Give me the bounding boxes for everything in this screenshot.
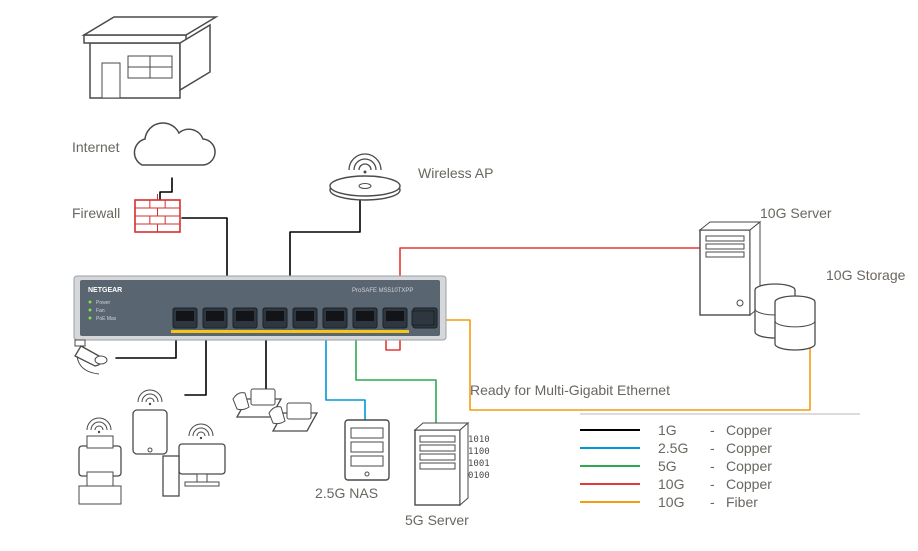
svg-text:1001: 1001 xyxy=(468,459,490,469)
internet-label: Internet xyxy=(72,139,120,155)
switch-model: ProSAFE MS510TXPP xyxy=(352,288,413,294)
svg-text:PoE Max: PoE Max xyxy=(96,316,117,322)
svg-text:-: - xyxy=(710,494,715,510)
svg-text:1100: 1100 xyxy=(468,447,490,457)
legend-type: Copper xyxy=(726,476,772,492)
firewall-label: Firewall xyxy=(72,205,120,221)
legend-type: Copper xyxy=(726,458,772,474)
svg-text:-: - xyxy=(710,422,715,438)
svg-text:Power: Power xyxy=(96,300,111,306)
edge-sw-to-devices xyxy=(185,336,206,395)
nas-icon xyxy=(345,420,389,480)
client-devices-icon xyxy=(79,390,225,504)
server-10g-icon xyxy=(700,222,760,315)
svg-text:1010: 1010 xyxy=(468,435,490,445)
legend: 1G-Copper2.5G-Copper5G-Copper10G-Copper1… xyxy=(580,414,860,510)
legend-type: Copper xyxy=(726,422,772,438)
legend-speed: 5G xyxy=(658,458,677,474)
edge-ap-to-switch xyxy=(290,200,360,280)
legend-type: Fiber xyxy=(726,494,758,510)
firewall-icon xyxy=(135,194,180,232)
storage-10g-icon xyxy=(755,284,815,350)
wireless-ap-icon xyxy=(330,154,400,200)
storage-10g-label: 10G Storage xyxy=(826,267,906,283)
server-5g-icon: 1010 1100 1001 0100 xyxy=(415,423,490,505)
edge-cloud-to-firewall xyxy=(160,178,172,200)
edge-sw-to-nas xyxy=(326,336,365,420)
server-10g-label: 10G Server xyxy=(760,205,832,221)
svg-text:-: - xyxy=(710,440,715,456)
legend-type: Copper xyxy=(726,440,772,456)
svg-text:-: - xyxy=(710,458,715,474)
server-5g-label: 5G Server xyxy=(405,512,469,528)
legend-speed: 10G xyxy=(658,476,684,492)
svg-text:-: - xyxy=(710,476,715,492)
building-icon xyxy=(84,17,216,98)
network-switch-icon: NETGEAR Power Fan PoE Max ProSAFE MS510TXPP xyxy=(74,276,446,340)
ip-phones-icon xyxy=(233,389,317,431)
legend-speed: 10G xyxy=(658,494,684,510)
legend-speed: 2.5G xyxy=(658,440,688,456)
nas-label: 2.5G NAS xyxy=(315,485,378,501)
ready-label: Ready for Multi-Gigabit Ethernet xyxy=(470,382,670,398)
svg-text:Fan: Fan xyxy=(96,308,105,314)
switch-brand: NETGEAR xyxy=(88,287,122,294)
security-camera-icon xyxy=(75,340,107,374)
edge-firewall-to-switch xyxy=(182,218,227,280)
legend-speed: 1G xyxy=(658,422,677,438)
cloud-icon xyxy=(134,123,215,165)
wireless-ap-label: Wireless AP xyxy=(418,165,493,181)
svg-text:0100: 0100 xyxy=(468,471,490,481)
